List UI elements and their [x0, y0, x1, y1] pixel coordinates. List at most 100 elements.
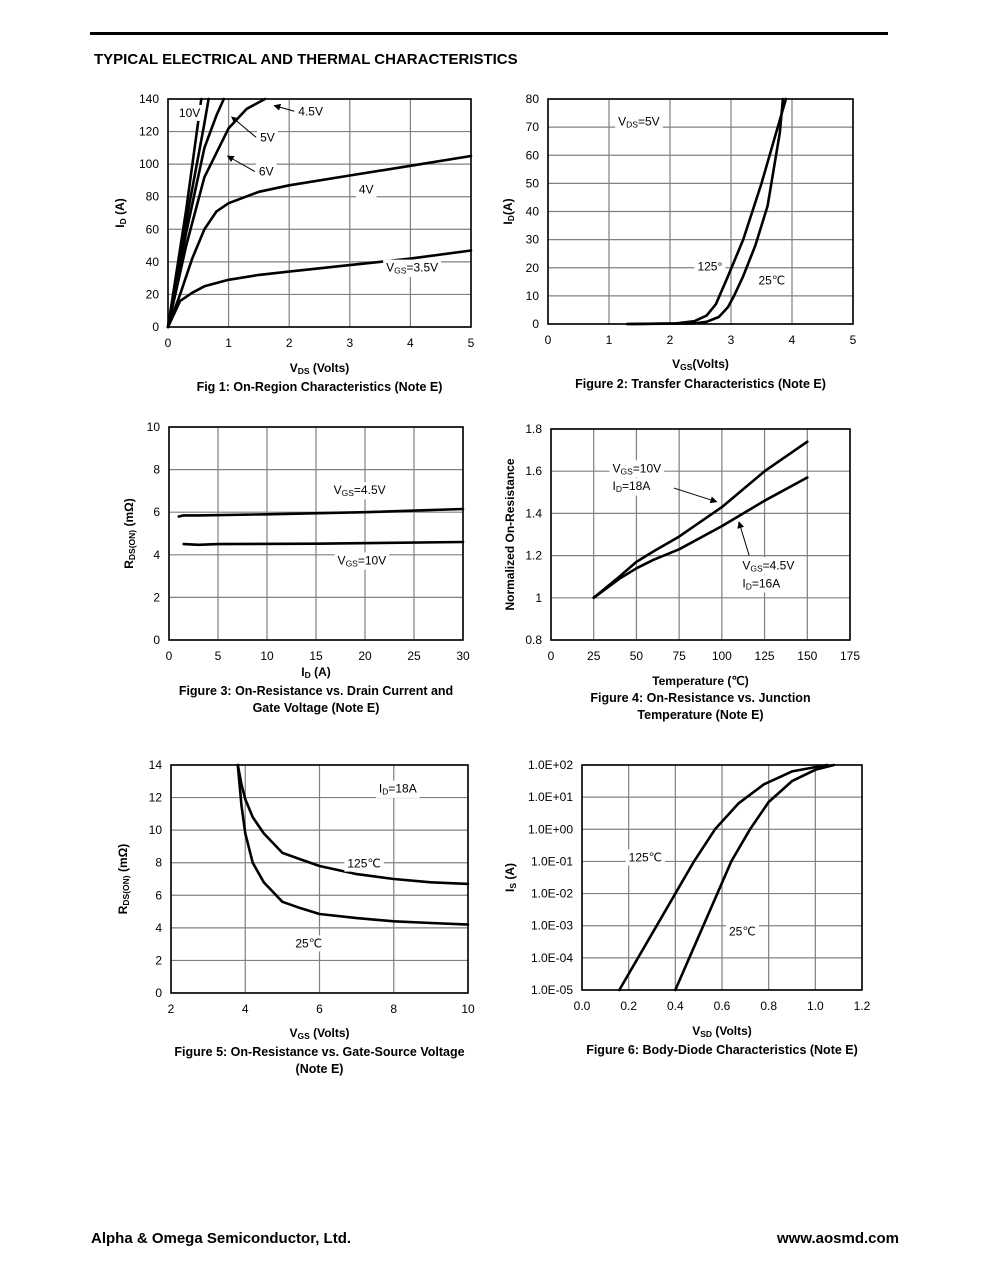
- fig1-series-line-5: [166, 97, 203, 329]
- fig3-annotation-label-1: VGS=10V: [338, 553, 387, 568]
- fig3-chart: 0 5 10 15 20 25 30 0 2 4 6 8 10 VGS=4.5V VGS=10V ID (A)…: [122, 420, 470, 715]
- fig3-xtick-label: 15: [309, 649, 323, 663]
- fig5-ytick-label: 2: [155, 953, 162, 967]
- fig1-annotation-bg-0: [175, 104, 204, 121]
- fig6-series-line-0: [618, 763, 829, 992]
- fig2-xtick-label: 4: [789, 333, 796, 347]
- fig4-plot-frame: [550, 428, 851, 641]
- fig4-xtick-label: 125: [755, 649, 775, 663]
- fig6-chart: 0.0 0.2 0.4 0.6 0.8 1.0 1.2 1.0E-05 1.0E-04 1.0E-…: [503, 758, 871, 1057]
- fig4-xtick-label: 100: [712, 649, 732, 663]
- fig1-annotation-label-0: 10V: [179, 106, 200, 120]
- fig2-series-line-1: [626, 97, 785, 326]
- fig2-y-axis-label: ID(A): [501, 198, 516, 224]
- fig5-x-axis-label: VGS (Volts): [289, 1026, 349, 1041]
- fig4-annotation-label-1: ID=18A: [613, 479, 651, 494]
- fig2-series-line-0: [626, 97, 788, 326]
- fig3-annotation-label-0: VGS=4.5V: [334, 483, 386, 498]
- fig3-annotation-bg-1: [334, 552, 390, 570]
- fig2-xtick-label: 1: [606, 333, 613, 347]
- fig5-annotation-label-1: 125℃: [347, 857, 381, 871]
- fig4-ytick-label: 1: [535, 591, 542, 605]
- fig5-xtick-label: 2: [168, 1002, 175, 1016]
- fig2-ytick-label: 0: [532, 317, 539, 331]
- footer-url: www.aosmd.com: [777, 1230, 899, 1247]
- fig3-ytick-label: 2: [153, 590, 160, 604]
- fig6-plot-frame: [581, 764, 863, 991]
- fig1-annotation-bg-1: [295, 103, 326, 120]
- fig4-annotation-arrow-1: [673, 487, 718, 504]
- fig1-ytick-label: 120: [139, 125, 159, 139]
- fig1-xtick-label: 5: [468, 336, 475, 350]
- fig2-annotation-bg-1: [694, 258, 726, 275]
- fig5-series-line-1: [236, 763, 470, 926]
- fig1-ytick-label: 20: [146, 287, 160, 301]
- fig5-ytick-label: 0: [155, 986, 162, 1000]
- fig3-xtick-label: 5: [215, 649, 222, 663]
- fig2-ytick-label: 40: [526, 205, 540, 219]
- fig1-ytick-label: 100: [139, 157, 159, 171]
- fig1-annotation-label-2: 5V: [260, 130, 275, 144]
- fig1-annotation-arrow-2: [231, 116, 257, 138]
- fig3-caption: Gate Voltage (Note E): [253, 701, 380, 715]
- fig5-ytick-label: 10: [149, 823, 163, 837]
- fig3-xtick-label: 20: [358, 649, 372, 663]
- fig2-ytick-label: 70: [526, 120, 540, 134]
- fig4-ytick-label: 0.8: [525, 633, 542, 647]
- fig3-xtick-label: 10: [260, 649, 274, 663]
- fig3-x-axis-label: ID (A): [301, 665, 330, 680]
- fig2-ytick-label: 30: [526, 233, 540, 247]
- fig4-xtick-label: 75: [672, 649, 686, 663]
- fig5-caption: Figure 5: On-Resistance vs. Gate-Source …: [174, 1045, 464, 1059]
- top-rule: [90, 32, 888, 35]
- fig4-series-line-0: [592, 440, 809, 600]
- fig2-annotation-label-0: VDS=5V: [618, 115, 660, 130]
- fig2-xtick-label: 3: [728, 333, 735, 347]
- fig6-xtick-label: 0.6: [714, 999, 731, 1013]
- fig1-xtick-label: 0: [165, 336, 172, 350]
- fig2-ytick-label: 10: [526, 289, 540, 303]
- fig3-xtick-label: 30: [456, 649, 470, 663]
- fig4-x-axis-label: Temperature (℃): [652, 674, 749, 688]
- fig2-chart: 0 1 2 3 4 501020304050607080VDS=5V125°25℃VGS(…: [501, 92, 857, 391]
- fig3-caption: Figure 3: On-Resistance vs. Drain Curren…: [179, 684, 453, 698]
- fig4-ytick-label: 1.8: [525, 422, 542, 436]
- fig5-caption: (Note E): [296, 1062, 344, 1076]
- fig2-annotation-label-1: 125°: [697, 260, 722, 274]
- fig5-xtick-label: 8: [390, 1002, 397, 1016]
- fig4-ytick-label: 1.2: [525, 549, 542, 563]
- fig1-annotation-bg-5: [383, 259, 442, 277]
- fig6-y-axis-label: IS (A): [503, 863, 518, 892]
- fig1-y-axis-label: ID (A): [113, 198, 128, 227]
- fig2-annotation-bg-2: [755, 272, 789, 289]
- fig1-ytick-label: 0: [152, 320, 159, 334]
- fig5-xtick-label: 10: [461, 1002, 475, 1016]
- fig2-ytick-label: 80: [526, 92, 540, 106]
- fig2-xtick-label: 0: [545, 333, 552, 347]
- fig4-ytick-label: 1.4: [525, 506, 542, 520]
- fig5-annotation-label-0: ID=18A: [379, 782, 417, 797]
- fig3-ytick-label: 0: [153, 633, 160, 647]
- fig1-ytick-label: 80: [146, 190, 160, 204]
- fig4-xtick-label: 150: [797, 649, 817, 663]
- fig1-xtick-label: 1: [225, 336, 232, 350]
- fig3-ytick-label: 4: [153, 548, 160, 562]
- fig6-ytick-label: 1.0E+01: [528, 790, 573, 804]
- fig5-ytick-label: 12: [149, 791, 163, 805]
- fig1-annotation-bg-3: [255, 163, 277, 180]
- fig1-annotation-label-1: 4.5V: [298, 104, 323, 118]
- fig1-plot-frame: [167, 98, 472, 328]
- fig6-series-line-1: [674, 763, 836, 992]
- fig2-plot-frame: [547, 98, 854, 325]
- fig5-annotation-label-2: 25℃: [295, 936, 322, 950]
- fig5-annotation-bg-0: [375, 780, 420, 798]
- fig4-xtick-label: 0: [548, 649, 555, 663]
- fig6-annotation-bg-0: [625, 849, 666, 866]
- fig2-xtick-label: 5: [850, 333, 857, 347]
- fig6-xtick-label: 1.0: [807, 999, 824, 1013]
- fig6-ytick-label: 1.0E+00: [528, 822, 573, 836]
- fig1-annotation-label-3: 6V: [259, 165, 274, 179]
- fig6-xtick-label: 0.2: [620, 999, 637, 1013]
- fig3-series-line-1: [182, 540, 465, 547]
- fig6-xtick-label: 0.0: [574, 999, 591, 1013]
